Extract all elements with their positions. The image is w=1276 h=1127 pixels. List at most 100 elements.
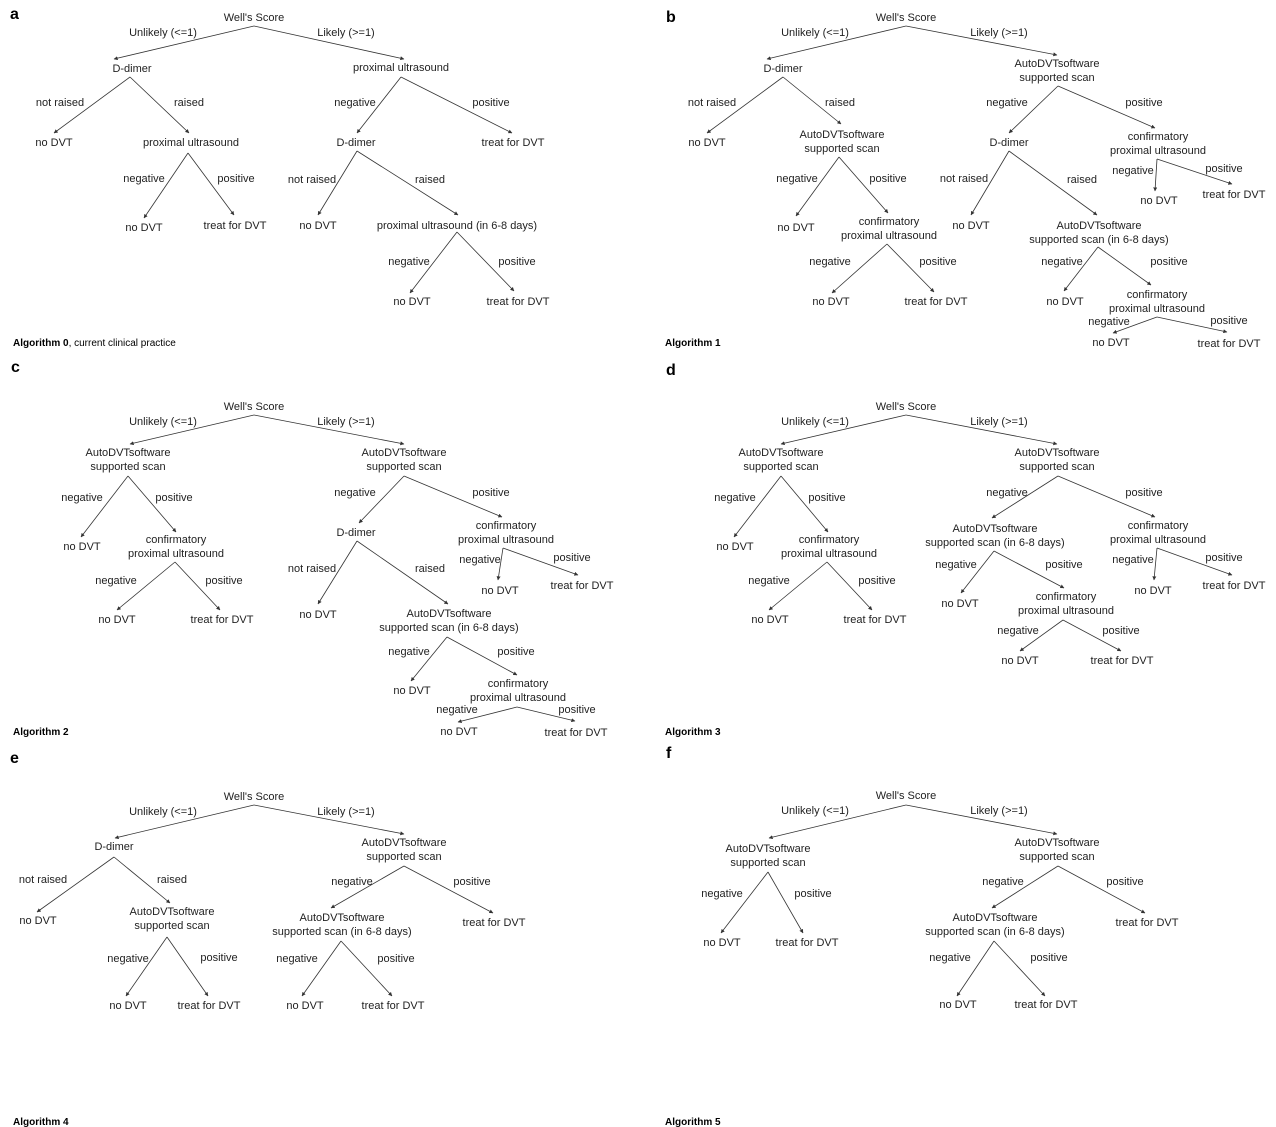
tree-node-treat-for-dvt: treat for DVT [204, 220, 267, 232]
tree-node-treat-for-dvt: treat for DVT [1203, 580, 1266, 592]
tree-node-proximal-ultrasound: proximal ultrasound [353, 62, 449, 74]
caption-b-title: Algorithm 1 [665, 338, 721, 349]
panel-b-edges [706, 25, 1233, 334]
tree-node-treat-for-dvt: treat for DVT [551, 580, 614, 592]
tree-node-no-dvt: no DVT [939, 999, 977, 1011]
tree-edge [356, 76, 402, 134]
edge-label-positive: positive [1030, 952, 1067, 964]
tree-edge [330, 865, 405, 909]
label-line: confirmatory [1128, 131, 1189, 143]
tree-edge [358, 475, 405, 524]
edge-label-negative: negative [334, 487, 376, 499]
edge-label-positive: positive [1205, 163, 1242, 175]
edge-label-negative: negative [1088, 316, 1130, 328]
tree-edge [795, 156, 840, 217]
edge-label-unlikely: Unlikely (<=1) [781, 416, 849, 428]
tree-node-confirmatory-ultrasound: confirmatory proximal ultrasound [470, 678, 566, 704]
tree-edge [905, 414, 1058, 446]
tree-node-autodvt-scan: AutoDVTsoftware supported scan [130, 906, 215, 932]
label-line: AutoDVTsoftware [800, 129, 885, 141]
tree-node-no-dvt: no DVT [35, 137, 73, 149]
tree-edge [768, 804, 907, 840]
panel-b: b Algorithm 1 Well's Score Unlikely (<=1… [665, 9, 1266, 350]
tree-edge [831, 243, 888, 294]
edge-label-likely: Likely (>=1) [970, 416, 1027, 428]
edge-label-positive: positive [553, 552, 590, 564]
panel-b-labels: Well's Score Unlikely (<=1) Likely (>=1)… [688, 12, 1266, 350]
tree-edge [127, 475, 177, 533]
panel-d-labels: Well's Score Unlikely (<=1) Likely (>=1)… [714, 401, 1266, 667]
tree-edge [166, 936, 209, 997]
tree-edge [356, 540, 449, 605]
panel-letter-b: b [666, 9, 676, 26]
label-line: AutoDVTsoftware [1015, 447, 1100, 459]
panel-e-labels: Well's Score Unlikely (<=1) Likely (>=1)… [19, 791, 526, 1012]
edge-label-negative: negative [1041, 256, 1083, 268]
tree-edge [905, 25, 1058, 57]
tree-node-no-dvt: no DVT [716, 541, 754, 553]
tree-node-no-dvt: no DVT [393, 685, 431, 697]
tree-node-no-dvt: no DVT [299, 609, 337, 621]
tree-node-treat-for-dvt: treat for DVT [776, 937, 839, 949]
tree-node-treat-for-dvt: treat for DVT [844, 614, 907, 626]
caption-f-title: Algorithm 5 [665, 1117, 721, 1127]
tree-node-confirmatory-ultrasound: confirmatory proximal ultrasound [1110, 131, 1206, 157]
tree-node-confirmatory-ultrasound: confirmatory proximal ultrasound [1109, 289, 1205, 315]
panel-f: f Algorithm 5 Well's Score Unlikely (<=1… [665, 745, 1179, 1127]
tree-node-autodvt-scan: AutoDVTsoftware supported scan [86, 447, 171, 473]
label-line: proximal ultrasound [1018, 605, 1114, 617]
edge-label-likely: Likely (>=1) [317, 416, 374, 428]
label-line: supported scan [743, 461, 818, 473]
edge-label-likely: Likely (>=1) [970, 805, 1027, 817]
tree-edge [905, 804, 1058, 836]
edge-label-negative: negative [701, 888, 743, 900]
tree-edge [970, 150, 1010, 216]
edge-label-positive: positive [377, 953, 414, 965]
tree-edge [317, 150, 358, 216]
edge-label-negative: negative [123, 173, 165, 185]
edge-label-unlikely: Unlikely (<=1) [781, 27, 849, 39]
tree-node-no-dvt: no DVT [98, 614, 136, 626]
label-line: supported scan [90, 461, 165, 473]
edge-label-negative: negative [459, 554, 501, 566]
tree-edge [174, 561, 221, 611]
tree-node-autodvt-scan-delayed: AutoDVTsoftware supported scan (in 6-8 da… [925, 912, 1064, 938]
tree-edge [768, 561, 828, 611]
tree-node-root: Well's Score [224, 12, 285, 24]
edge-label-unlikely: Unlikely (<=1) [129, 416, 197, 428]
label-line: proximal ultrasound [128, 548, 224, 560]
edge-label-raised: raised [157, 874, 187, 886]
edge-label-positive: positive [1102, 625, 1139, 637]
panel-a-labels: Well's Score Unlikely (<=1) Likely (>=1)… [35, 12, 549, 308]
label-line: proximal ultrasound [781, 548, 877, 560]
label-line: AutoDVTsoftware [1015, 58, 1100, 70]
panel-f-edges [720, 804, 1146, 997]
caption-c-title: Algorithm 2 [13, 727, 69, 738]
edge-label-positive: positive [794, 888, 831, 900]
tree-node-treat-for-dvt: treat for DVT [1116, 917, 1179, 929]
tree-node-d-dimer: D-dimer [336, 527, 375, 539]
tree-edge [516, 706, 576, 723]
label-line: confirmatory [488, 678, 549, 690]
tree-edge [113, 25, 255, 61]
edge-label-likely: Likely (>=1) [317, 27, 374, 39]
tree-edge [826, 561, 873, 611]
label-line: confirmatory [1128, 520, 1189, 532]
tree-edge [991, 475, 1059, 519]
tree-node-no-dvt: no DVT [125, 222, 163, 234]
tree-node-no-dvt: no DVT [19, 915, 57, 927]
tree-edge [340, 940, 393, 997]
tree-node-autodvt-scan-delayed: AutoDVTsoftware supported scan (in 6-8 da… [925, 523, 1064, 549]
edge-label-negative: negative [388, 256, 430, 268]
edge-label-positive: positive [497, 646, 534, 658]
tree-node-no-dvt: no DVT [481, 585, 519, 597]
tree-edge [1153, 158, 1158, 192]
tree-node-no-dvt: no DVT [299, 220, 337, 232]
label-line: supported scan [134, 920, 209, 932]
tree-node-treat-for-dvt: treat for DVT [178, 1000, 241, 1012]
edge-label-negative: negative [982, 876, 1024, 888]
tree-node-autodvt-scan-delayed: AutoDVTsoftware supported scan (in 6-8 da… [1029, 220, 1168, 246]
tree-edge [1097, 246, 1152, 286]
tree-edge [1019, 619, 1064, 652]
label-line: AutoDVTsoftware [953, 912, 1038, 924]
